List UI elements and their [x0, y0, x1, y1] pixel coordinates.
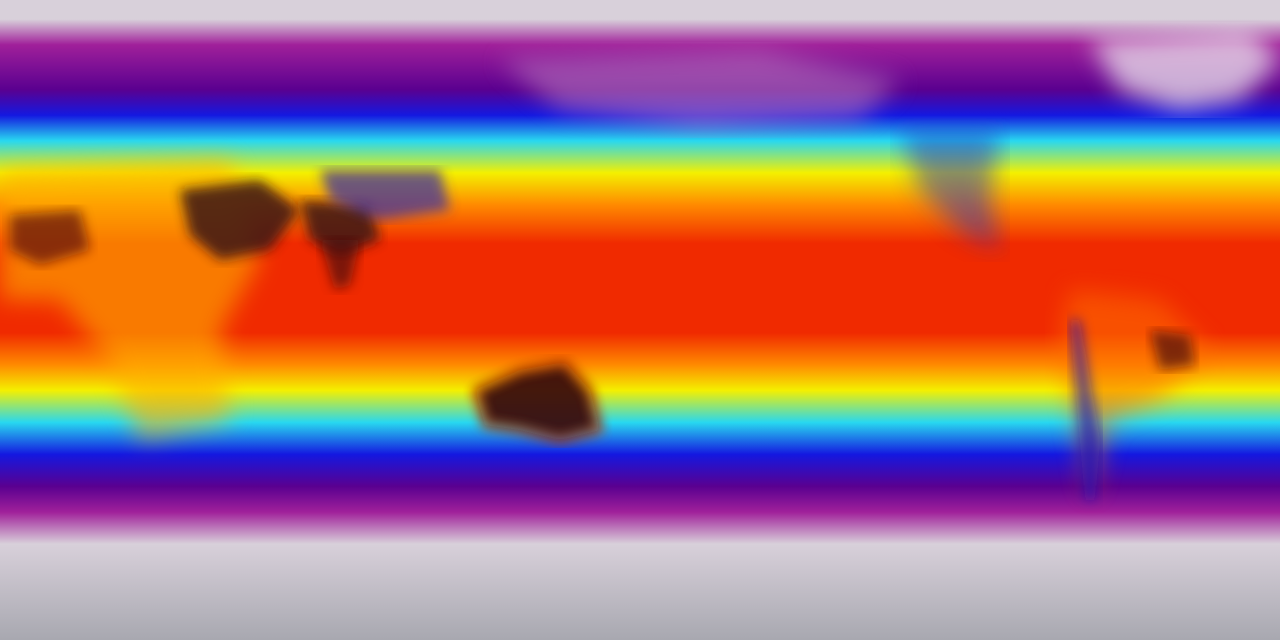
australia-edge [471, 358, 604, 444]
tibet-cold [320, 170, 450, 220]
australia-hot [475, 362, 600, 440]
andes-cold [1070, 320, 1100, 500]
siberia-cold [500, 50, 900, 130]
sahara-hot [180, 180, 300, 260]
india-hot [320, 240, 360, 290]
north-america-cool [900, 130, 1000, 250]
amazon-hot [1150, 330, 1195, 370]
arabia-hot [300, 200, 380, 255]
west-africa-hot [10, 210, 90, 265]
greenland-ice [1090, 30, 1280, 110]
